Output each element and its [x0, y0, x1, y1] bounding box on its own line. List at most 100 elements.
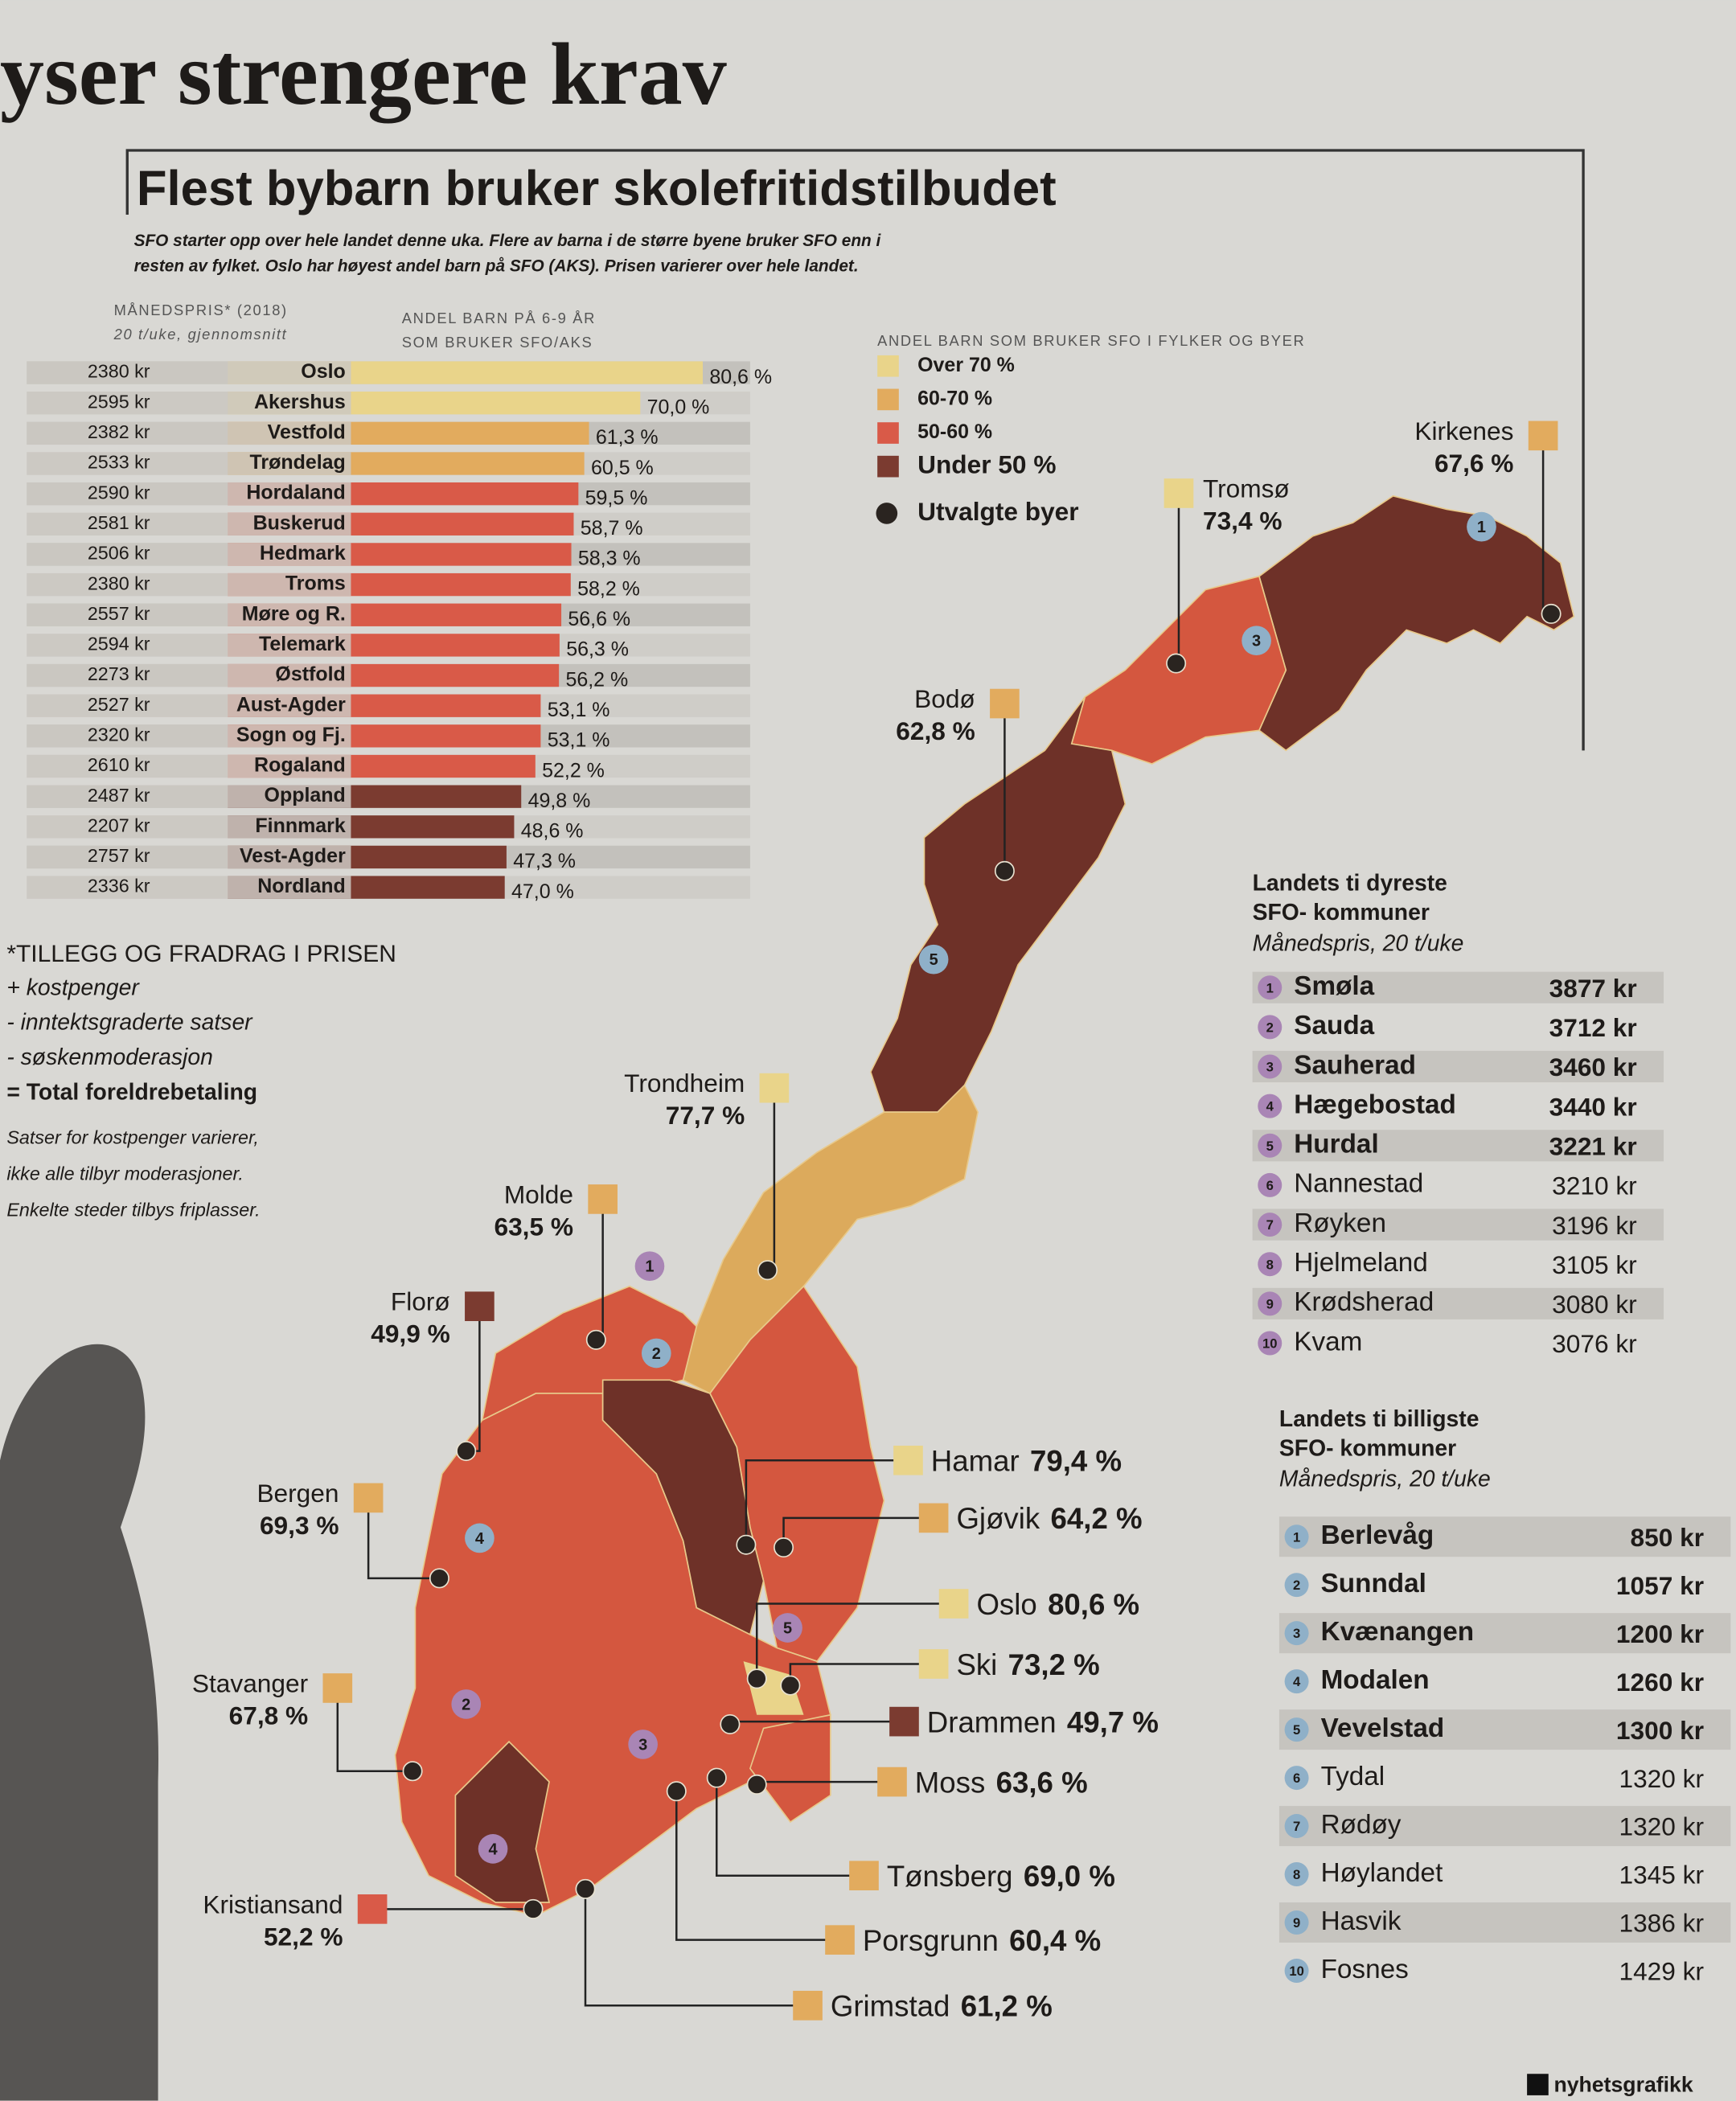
city-dot	[706, 1767, 727, 1788]
list-name: Høylandet	[1321, 1858, 1443, 1888]
city-share: 67,6 %	[1434, 449, 1514, 478]
list-name: Smøla	[1294, 971, 1374, 1001]
label-band	[27, 421, 351, 445]
list-name: Tydal	[1321, 1762, 1385, 1791]
value-label: 53,1 %	[548, 699, 610, 721]
region	[1258, 494, 1575, 752]
city-dot	[666, 1781, 687, 1802]
category-label: Oppland	[265, 784, 346, 806]
city-swatch	[990, 688, 1020, 719]
category-label: Buskerud	[253, 511, 346, 534]
category-label: Møre og R.	[242, 602, 346, 625]
city-name: Kirkenes	[1414, 417, 1513, 445]
label-band	[27, 724, 351, 748]
rank-badge	[1284, 1862, 1309, 1887]
city-share: 61,2 %	[961, 1989, 1053, 2022]
city-name: Grimstad	[831, 1989, 950, 2022]
rank-number: 3	[1266, 1060, 1274, 1075]
list-name: Vevelstad	[1321, 1713, 1445, 1743]
subtitle-line: resten av fylket. Oslo har høyest andel …	[134, 256, 859, 275]
price-label: 2557 kr	[88, 603, 150, 624]
city-share: 73,4 %	[1203, 506, 1283, 535]
city-dot	[720, 1713, 741, 1734]
city-swatch	[322, 1673, 353, 1703]
city-label: Oslo 80,6 %	[976, 1588, 1139, 1621]
value-label: 61,3 %	[596, 426, 659, 449]
rank-number: 8	[1293, 1867, 1300, 1882]
list-price: 1386 kr	[1619, 1909, 1704, 1938]
city-share: 69,3 %	[260, 1511, 339, 1540]
category-label: Akershus	[254, 391, 346, 413]
rank-badge	[1258, 1133, 1283, 1158]
list-price: 3712 kr	[1549, 1013, 1637, 1042]
city-name: Porsgrunn	[863, 1924, 999, 1957]
list-title: Landets ti dyreste	[1253, 870, 1447, 896]
list-name: Røyken	[1294, 1208, 1386, 1238]
rank-number: 4	[475, 1530, 484, 1548]
rank-number: 10	[1289, 1964, 1304, 1979]
city-share: 79,4 %	[1030, 1444, 1122, 1477]
price-label: 2320 kr	[88, 724, 150, 745]
legend-label: Utvalgte byer	[917, 497, 1078, 526]
city-swatch	[893, 1445, 923, 1475]
list-price: 3076 kr	[1552, 1329, 1637, 1358]
value-heading: ANDEL BARN PÅ 6-9 ÅR	[402, 310, 596, 326]
label-band	[27, 663, 351, 687]
label-band	[27, 392, 351, 415]
city-share: 62,8 %	[896, 716, 975, 745]
price-label: 2595 kr	[88, 391, 150, 412]
city-share: 64,2 %	[1051, 1502, 1143, 1535]
city-swatch	[465, 1291, 495, 1322]
value-label: 48,6 %	[521, 820, 584, 843]
label-band	[27, 845, 351, 869]
rank-number: 6	[1293, 1771, 1300, 1786]
city-name: Ski	[956, 1648, 997, 1680]
list-price: 3877 kr	[1549, 974, 1637, 1003]
leader-line	[367, 1497, 440, 1580]
leader-line	[755, 1602, 954, 1679]
label-band	[27, 543, 351, 566]
price-label: 2487 kr	[88, 785, 150, 806]
legend-swatch	[877, 422, 899, 444]
list-name: Modalen	[1321, 1665, 1430, 1695]
city-share: 60,4 %	[1009, 1924, 1101, 1957]
city-name: Trondheim	[624, 1069, 745, 1098]
rank-badge	[1284, 1573, 1309, 1598]
price-label: 2273 kr	[88, 663, 150, 684]
legend-label: 50-60 %	[917, 421, 992, 443]
price-subheading: 20 t/uke, gjennomsnitt	[113, 326, 288, 343]
list-name: Sauherad	[1294, 1050, 1416, 1080]
legend-label: Over 70 %	[917, 354, 1015, 376]
city-name: Florø	[391, 1287, 450, 1316]
list-price: 1320 kr	[1619, 1812, 1704, 1841]
city-swatch	[1528, 421, 1558, 451]
subtitle-line: SFO starter opp over hele landet denne u…	[134, 232, 882, 250]
rank-badge	[1284, 1669, 1309, 1694]
city-dot	[774, 1537, 794, 1558]
rank-number: 9	[1266, 1296, 1274, 1311]
silhouette	[0, 1344, 158, 2101]
leader-line	[336, 1688, 413, 1773]
list-name: Rødøy	[1321, 1810, 1402, 1840]
rank-badge	[1467, 511, 1496, 542]
category-label: Vest-Agder	[240, 845, 346, 868]
city-dot	[994, 860, 1015, 881]
value-label: 70,0 %	[647, 396, 710, 418]
city-swatch	[793, 1990, 823, 2021]
city-swatch	[353, 1483, 384, 1513]
price-label: 2594 kr	[88, 634, 150, 655]
city-name: Hamar	[931, 1444, 1020, 1477]
value-label: 58,3 %	[578, 548, 641, 570]
rank-badge	[1284, 1621, 1309, 1646]
rank-badge	[1258, 1015, 1283, 1040]
category-label: Oslo	[301, 360, 346, 383]
rank-badge	[1258, 1331, 1283, 1356]
rank-number: 5	[1266, 1139, 1274, 1154]
city-swatch	[918, 1649, 949, 1679]
rank-number: 8	[1266, 1257, 1274, 1272]
rank-number: 4	[1266, 1099, 1274, 1114]
rank-badge	[478, 1834, 508, 1864]
rank-badge	[451, 1689, 482, 1719]
